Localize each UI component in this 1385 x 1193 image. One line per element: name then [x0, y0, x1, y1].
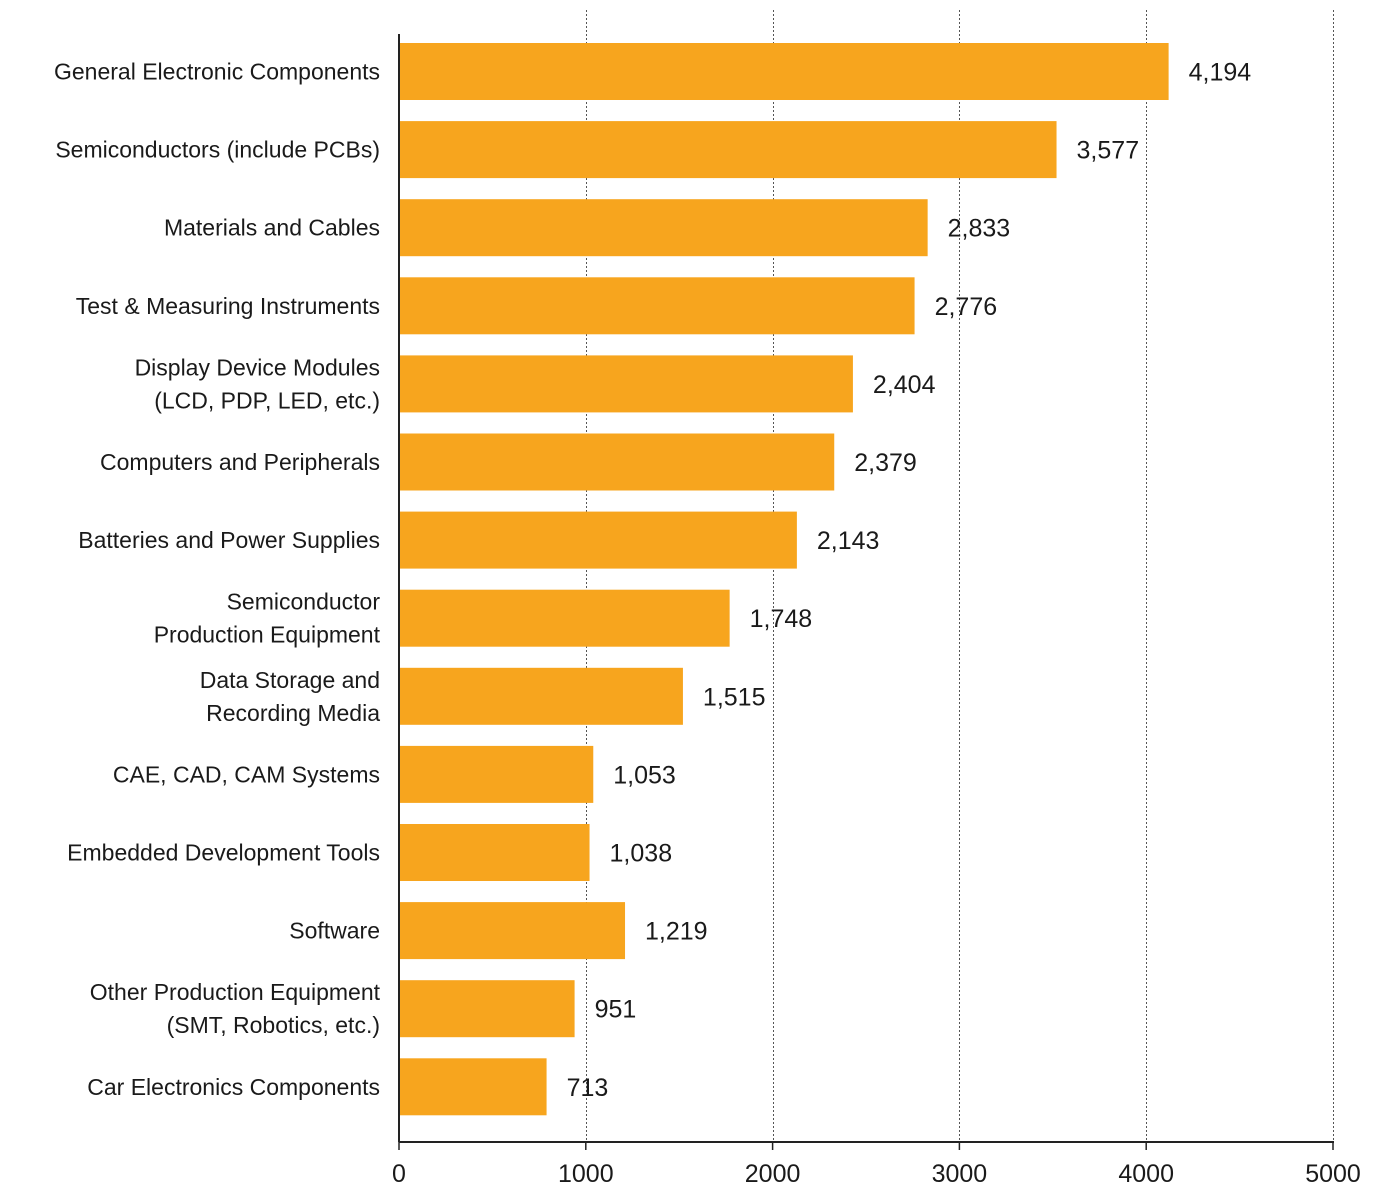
bar-4: [399, 355, 853, 413]
x-tick-label-3000: 3000: [932, 1160, 988, 1188]
category-label-8: Data Storage and Recording Media: [200, 667, 381, 726]
x-tick-label-5000: 5000: [1305, 1160, 1361, 1188]
bar-5: [399, 433, 835, 491]
category-label-4: Display Device Modules (LCD, PDP, LED, et…: [135, 354, 380, 413]
x-tick-label-0: 0: [392, 1160, 406, 1188]
bar-7: [399, 589, 730, 647]
data-label-9: 1,053: [613, 761, 676, 789]
x-tick-label-4000: 4000: [1118, 1160, 1174, 1188]
category-label-line: (SMT, Robotics, etc.): [167, 1012, 380, 1038]
category-label-1: Semiconductors (include PCBs): [55, 137, 380, 163]
bar-2: [399, 199, 928, 257]
category-label-6: Batteries and Power Supplies: [78, 527, 380, 553]
data-label-0: 4,194: [1189, 59, 1252, 87]
category-label-5: Computers and Peripherals: [100, 449, 380, 475]
data-label-11: 1,219: [645, 918, 708, 946]
bars: [399, 43, 1169, 1116]
category-label-line: Semiconductors (include PCBs): [55, 137, 380, 163]
category-label-line: Car Electronics Components: [87, 1074, 380, 1100]
category-label-line: Computers and Peripherals: [100, 449, 380, 475]
category-label-line: Data Storage and: [200, 667, 380, 693]
data-label-8: 1,515: [703, 683, 766, 711]
category-label-line: General Electronic Components: [54, 59, 380, 85]
data-label-13: 713: [567, 1074, 609, 1102]
category-label-line: Recording Media: [206, 700, 380, 726]
data-label-2: 2,833: [948, 215, 1011, 243]
category-label-11: Software: [289, 918, 380, 944]
gridlines: [586, 10, 1334, 1142]
x-tick-label-1000: 1000: [558, 1160, 614, 1188]
x-tick-label-2000: 2000: [745, 1160, 801, 1188]
category-label-10: Embedded Development Tools: [67, 840, 380, 866]
category-label-line: (LCD, PDP, LED, etc.): [154, 387, 380, 413]
category-label-7: Semiconductor Production Equipment: [154, 589, 381, 648]
category-label-2: Materials and Cables: [164, 215, 380, 241]
category-label-12: Other Production Equipment (SMT, Robotics…: [90, 979, 381, 1038]
category-label-line: Software: [289, 918, 380, 944]
bar-9: [399, 745, 594, 803]
data-label-10: 1,038: [610, 840, 673, 868]
bar-1: [399, 121, 1057, 179]
category-label-line: Materials and Cables: [164, 215, 380, 241]
axes: [398, 34, 1334, 1150]
category-label-line: CAE, CAD, CAM Systems: [113, 761, 380, 787]
labels: 4,194 3,577 2,833 2,776 2,404 2,379 2,143 1,748…: [54, 59, 1361, 1189]
category-label-line: Other Production Equipment: [90, 979, 381, 1005]
bar-13: [399, 1058, 547, 1116]
category-label-line: Display Device Modules: [135, 354, 380, 380]
data-label-7: 1,748: [750, 605, 813, 633]
category-label-13: Car Electronics Components: [87, 1074, 380, 1100]
bar-6: [399, 511, 797, 569]
bar-11: [399, 902, 626, 960]
category-label-line: Semiconductor: [227, 589, 381, 615]
bar-0: [399, 43, 1169, 100]
category-label-line: Embedded Development Tools: [67, 840, 380, 866]
category-label-line: Test & Measuring Instruments: [76, 293, 380, 319]
bar-3: [399, 277, 915, 335]
category-label-0: General Electronic Components: [54, 59, 380, 85]
bar-10: [399, 824, 590, 881]
bar-12: [399, 980, 575, 1038]
data-label-6: 2,143: [817, 527, 880, 555]
data-label-5: 2,379: [854, 449, 917, 477]
category-label-9: CAE, CAD, CAM Systems: [113, 761, 380, 787]
data-label-1: 3,577: [1077, 137, 1140, 165]
data-label-12: 951: [595, 996, 637, 1024]
data-label-3: 2,776: [935, 293, 998, 321]
category-label-line: Batteries and Power Supplies: [78, 527, 380, 553]
category-label-line: Production Equipment: [154, 622, 381, 648]
data-label-4: 2,404: [873, 371, 936, 399]
bar-8: [399, 667, 683, 725]
category-label-3: Test & Measuring Instruments: [76, 293, 380, 319]
